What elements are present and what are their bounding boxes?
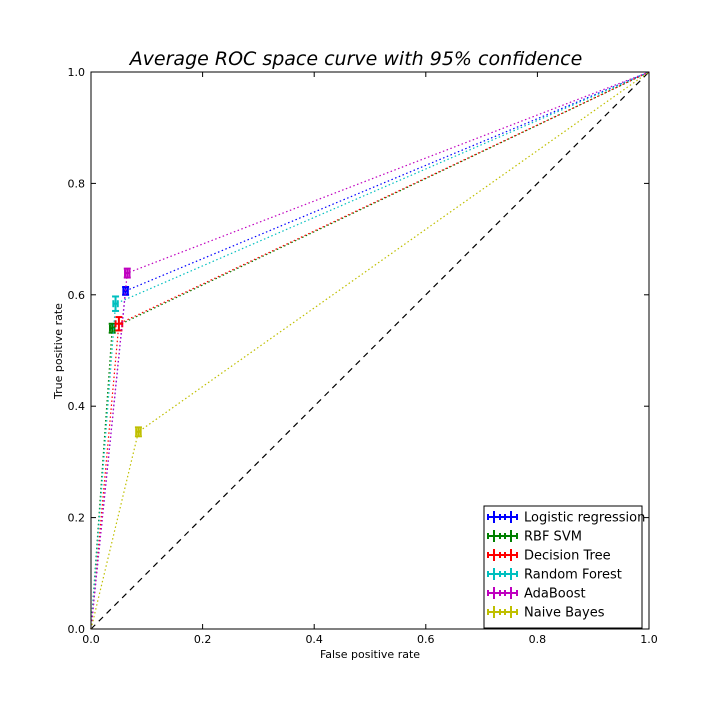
- series-point: [112, 295, 120, 312]
- legend-label: RBF SVM: [524, 530, 582, 545]
- legend-entry: Logistic regression: [487, 511, 645, 526]
- legend-label: Random Forest: [524, 568, 622, 583]
- x-tick-label: 0.0: [82, 633, 100, 646]
- series-point: [122, 286, 130, 296]
- x-axis-label: False positive rate: [320, 648, 420, 661]
- x-tick-label: 0.2: [194, 633, 212, 646]
- legend-entry: RBF SVM: [487, 530, 582, 545]
- axis-ticks: 0.0 0.2 0.4 0.6 0.8 1.0 0.0 0.2 0.4 0.6 0.8 1.0: [68, 66, 658, 646]
- y-tick-label: 1.0: [68, 66, 86, 79]
- chart-title: Average ROC space curve with 95% confide…: [128, 48, 583, 70]
- x-tick-label: 0.6: [417, 633, 435, 646]
- x-tick-label: 0.8: [529, 633, 547, 646]
- y-tick-label: 0.6: [68, 289, 86, 302]
- legend-label: AdaBoost: [524, 587, 586, 602]
- y-tick-label: 0.4: [68, 400, 86, 413]
- series-point: [134, 426, 142, 438]
- plot-frame: [90, 71, 650, 630]
- legend: Logistic regression RBF SVM Decision Tree R…: [483, 505, 645, 629]
- y-tick-label: 0.0: [68, 623, 86, 636]
- legend-entry: Decision Tree: [487, 549, 611, 564]
- y-tick-label: 0.8: [68, 177, 86, 190]
- x-tick-label: 0.4: [305, 633, 323, 646]
- x-tick-label: 1.0: [640, 633, 658, 646]
- legend-entry: Random Forest: [487, 568, 622, 583]
- y-axis-label: True positive rate: [52, 303, 65, 400]
- legend-label: Naive Bayes: [524, 606, 605, 621]
- plot-area: [90, 71, 650, 630]
- legend-entry: AdaBoost: [487, 587, 586, 602]
- legend-label: Decision Tree: [524, 549, 611, 564]
- series-point: [123, 267, 131, 279]
- legend-label: Logistic regression: [524, 511, 645, 526]
- series-point: [114, 316, 124, 332]
- legend-entry: Naive Bayes: [487, 606, 605, 621]
- y-tick-label: 0.2: [68, 512, 86, 525]
- series-line: [90, 71, 650, 630]
